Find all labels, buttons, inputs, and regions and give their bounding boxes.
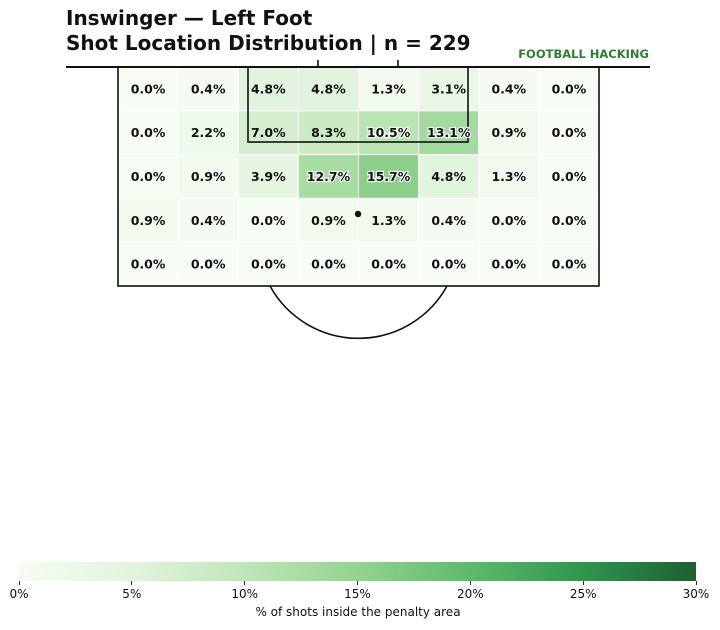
- heatmap-label-r1-c3: 8.3%: [311, 125, 346, 140]
- heatmap-label-r3-c3: 0.9%: [311, 213, 346, 228]
- heatmap-label-r4-c6: 0.0%: [491, 257, 526, 272]
- heatmap-label-r0-c4: 1.3%: [371, 81, 406, 96]
- colorbar: [19, 562, 696, 581]
- colorbar-tick: [244, 581, 246, 585]
- heatmap-label-r2-c2: 3.9%: [251, 169, 286, 184]
- heatmap-cell-r1-c4: [358, 110, 420, 156]
- colorbar-tick: [357, 581, 358, 585]
- brand-label: FOOTBALL HACKING: [518, 47, 649, 61]
- heatmap-cell-r2-c0: [117, 154, 179, 199]
- colorbar-label: % of shots inside the penalty area: [255, 605, 461, 619]
- heatmap-label-r0-c5: 3.1%: [431, 81, 466, 96]
- colorbar-tick: [469, 581, 471, 585]
- penalty-spot: [354, 210, 362, 218]
- colorbar-tick: [695, 581, 697, 585]
- six-yard-box: [247, 66, 469, 143]
- heatmap-cell-r0-c1: [177, 66, 239, 112]
- heatmap-cell-r0-c7: [538, 66, 600, 112]
- heatmap-label-r3-c1: 0.4%: [191, 213, 226, 228]
- colorbar-tick-label: 0%: [9, 587, 29, 601]
- heatmap-label-r0-c2: 4.8%: [251, 81, 286, 96]
- heatmap-cell-r4-c3: [297, 241, 359, 287]
- colorbar-tick-label: 15%: [344, 587, 371, 601]
- heatmap-cell-r2-c1: [177, 154, 239, 199]
- heatmap-label-r2-c4: 15.7%: [367, 169, 411, 184]
- heatmap-label-r0-c6: 0.4%: [491, 81, 526, 96]
- heatmap-label-r3-c2: 0.0%: [251, 213, 286, 228]
- heatmap-label-r4-c3: 0.0%: [311, 257, 346, 272]
- chart-title-line1: Inswinger — Left Foot: [66, 6, 313, 30]
- heatmap-label-r1-c0: 0.0%: [131, 125, 166, 140]
- heatmap-cell-r4-c1: [177, 241, 239, 287]
- heatmap-label-r2-c5: 4.8%: [431, 169, 466, 184]
- heatmap-cell-r2-c4: [358, 154, 420, 199]
- heatmap-label-r2-c1: 0.9%: [191, 169, 226, 184]
- colorbar-tick: [582, 581, 584, 585]
- heatmap-cell-r3-c2: [237, 197, 299, 243]
- chart-title-line2: Shot Location Distribution | n = 229: [66, 31, 471, 55]
- heatmap-cell-r4-c6: [478, 241, 540, 287]
- heatmap-label-r3-c4: 1.3%: [371, 213, 406, 228]
- heatmap-label-r0-c1: 0.4%: [191, 81, 226, 96]
- heatmap-cell-r2-c2: [237, 154, 299, 199]
- heatmap-label-r2-c0: 0.0%: [131, 169, 166, 184]
- heatmap-label-r1-c4: 10.5%: [367, 125, 411, 140]
- heatmap-cell-r4-c5: [418, 241, 480, 287]
- heatmap-label-r4-c4: 0.0%: [371, 257, 406, 272]
- heatmap-label-r3-c7: 0.0%: [552, 213, 587, 228]
- colorbar-tick-label: 30%: [682, 587, 710, 601]
- heatmap-cell-r2-c6: [478, 154, 540, 199]
- heatmap-label-r2-c6: 1.3%: [491, 169, 526, 184]
- colorbar-tick-label: 5%: [122, 587, 142, 601]
- heatmap-label-r2-c7: 0.0%: [552, 169, 587, 184]
- heatmap-label-r4-c5: 0.0%: [431, 257, 466, 272]
- heatmap-label-r4-c2: 0.0%: [251, 257, 286, 272]
- heatmap-label-r1-c2: 7.0%: [251, 125, 286, 140]
- heatmap-label-r0-c3: 4.8%: [311, 81, 346, 96]
- heatmap-cell-r1-c3: [297, 110, 359, 156]
- colorbar-ticks: 0% 5% 10% 15% 20% 25% 30%: [9, 581, 709, 611]
- pitch-heatmap: 0.0% 0.4% 4.8% 4.8% 1.3% 3.1% 0.4% 0.0% 0.0% 2.2%…: [66, 60, 650, 340]
- heatmap-cells: [117, 66, 600, 287]
- heatmap-label-r4-c1: 0.0%: [191, 257, 226, 272]
- heatmap-label-r1-c1: 2.2%: [191, 125, 226, 140]
- heatmap-cell-r3-c3: [297, 197, 359, 243]
- heatmap-cell-r3-c0: [117, 197, 179, 243]
- penalty-arc: [269, 285, 448, 340]
- heatmap-label-r0-c7: 0.0%: [552, 81, 587, 96]
- colorbar-tick: [18, 581, 20, 585]
- heatmap-label-r3-c0: 0.9%: [131, 213, 166, 228]
- colorbar-tick-label: 20%: [456, 587, 484, 601]
- colorbar-tick-label: 25%: [569, 587, 597, 601]
- heatmap-label-r3-c6: 0.0%: [491, 213, 526, 228]
- heatmap-cell-r1-c1: [177, 110, 239, 156]
- heatmap-label-r1-c7: 0.0%: [552, 125, 587, 140]
- heatmap-cell-r4-c4: [358, 241, 420, 287]
- heatmap-label-r3-c5: 0.4%: [431, 213, 466, 228]
- heatmap-labels: 0.0% 0.4% 4.8% 4.8% 1.3% 3.1% 0.4% 0.0% 0.0% 2.2%…: [131, 81, 587, 271]
- heatmap-label-r1-c6: 0.9%: [491, 125, 526, 140]
- pitch-lines: [66, 60, 650, 340]
- heatmap-label-r2-c3: 12.7%: [307, 169, 351, 184]
- colorbar-tick-label: 10%: [231, 587, 258, 601]
- heatmap-label-r1-c5: 13.1%: [427, 125, 471, 140]
- heatmap-label-r4-c7: 0.0%: [552, 257, 587, 272]
- colorbar-tick: [131, 581, 133, 585]
- heatmap-label-r0-c0: 0.0%: [131, 81, 166, 96]
- heatmap-label-r4-c0: 0.0%: [131, 257, 166, 272]
